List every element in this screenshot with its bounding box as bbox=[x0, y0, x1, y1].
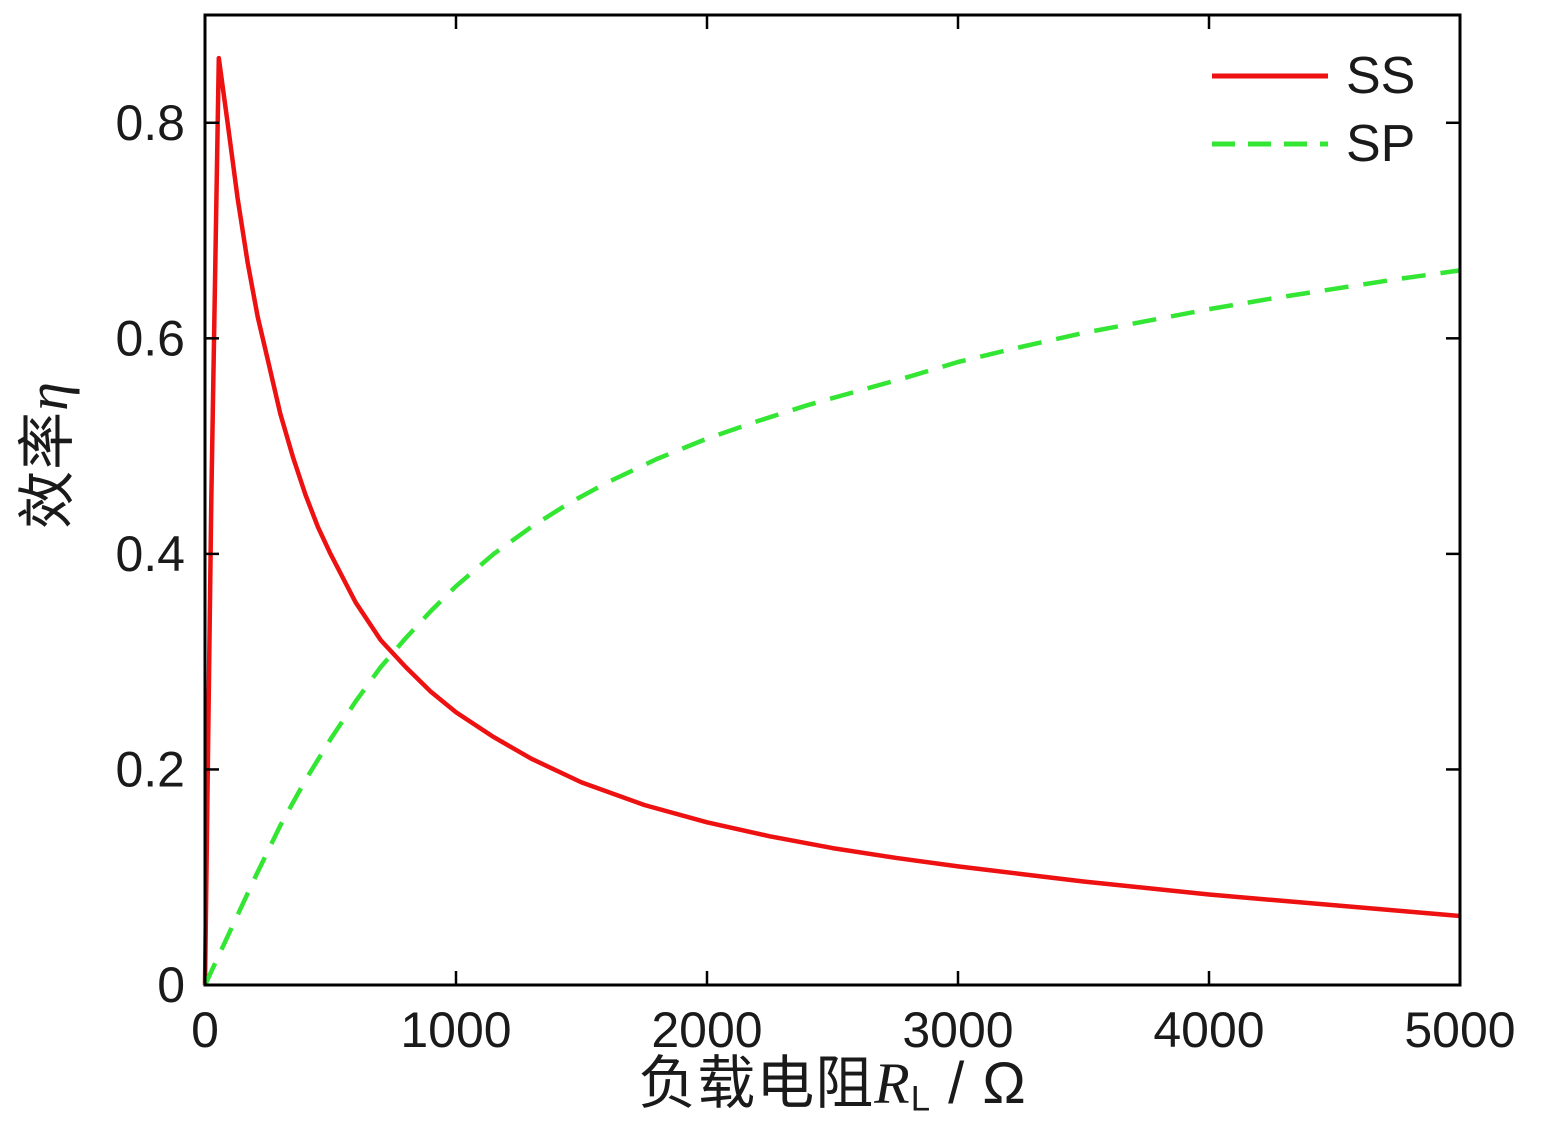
x-tick-label: 5000 bbox=[1404, 1002, 1515, 1058]
x-tick-label: 2000 bbox=[651, 1002, 762, 1058]
y-tick-label: 0.8 bbox=[115, 95, 185, 151]
x-axis-label-text: 负载电阻 bbox=[638, 1051, 875, 1116]
y-axis-variable-eta: η bbox=[15, 381, 80, 411]
legend-item-sp: SP bbox=[1210, 118, 1415, 170]
x-tick-label: 4000 bbox=[1153, 1002, 1264, 1058]
x-axis-subscript-l: L bbox=[910, 1079, 932, 1119]
x-axis-variable-r: R bbox=[874, 1051, 911, 1116]
x-tick-label: 3000 bbox=[902, 1002, 1013, 1058]
y-axis-label-text: 效率 bbox=[15, 410, 80, 529]
x-axis-label: 负载电阻RL / Ω bbox=[205, 1036, 1460, 1120]
y-tick-label: 0.2 bbox=[115, 741, 185, 797]
legend-label-ss: SS bbox=[1346, 47, 1416, 105]
series-sp-line bbox=[202, 268, 1461, 986]
axes-box bbox=[203, 13, 1462, 987]
x-axis-unit: / Ω bbox=[931, 1051, 1027, 1116]
y-tick-label: 0 bbox=[157, 957, 185, 1013]
y-axis-label: 效率η bbox=[0, 381, 84, 529]
legend-label-sp: SP bbox=[1346, 115, 1416, 173]
x-tick-label: 1000 bbox=[400, 1002, 511, 1058]
y-tick-label: 0.6 bbox=[115, 310, 185, 366]
x-tick-label: 0 bbox=[191, 1002, 219, 1058]
legend-item-ss: SS bbox=[1210, 50, 1415, 102]
legend-line-ss-icon bbox=[1212, 73, 1328, 79]
legend: SS SP bbox=[1210, 50, 1415, 170]
y-tick-label: 0.4 bbox=[115, 526, 185, 582]
series-ss-line bbox=[202, 55, 1461, 986]
legend-line-sp-icon bbox=[1212, 141, 1328, 147]
